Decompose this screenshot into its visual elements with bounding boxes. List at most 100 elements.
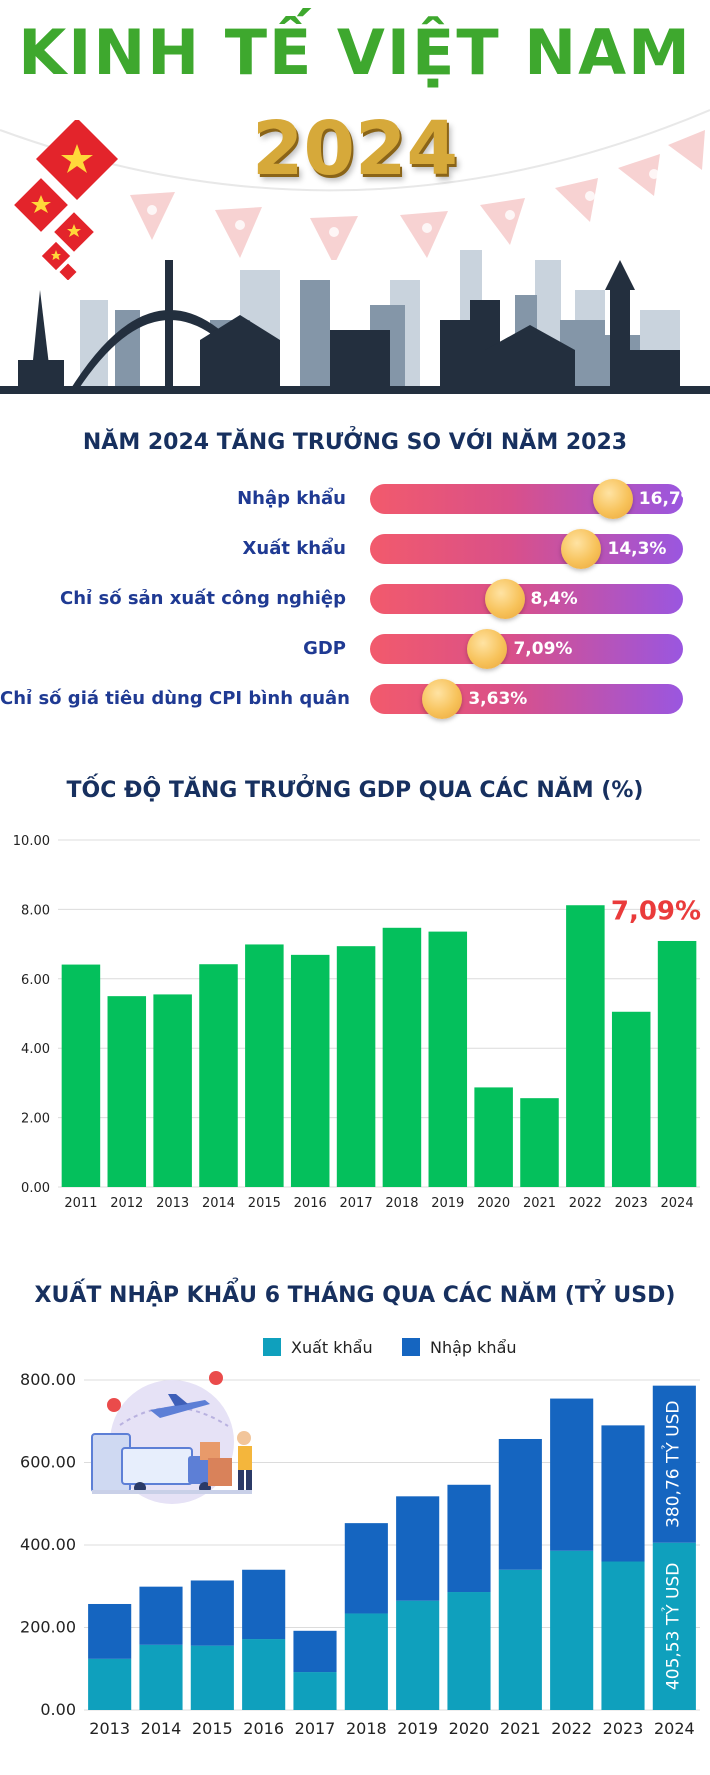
growth-value: 8,4%: [530, 589, 578, 609]
gdp-bar: [382, 927, 422, 1187]
gdp-x-tick-label: 2016: [294, 1196, 327, 1211]
growth-bar: [370, 534, 683, 564]
import-bar: [139, 1586, 183, 1645]
export-bar: [498, 1569, 542, 1710]
gdp-x-tick-label: 2022: [569, 1196, 602, 1211]
import-bar: [550, 1398, 594, 1551]
growth-value: 3,63%: [468, 689, 528, 709]
export-bar: [550, 1550, 594, 1710]
trade-chart: Xuất khẩu Nhập khẩu 0.00 200.00 400.00 600.00…: [20, 1338, 700, 1738]
growth-marker: [467, 629, 508, 669]
import-bar: [190, 1580, 234, 1646]
export-bar: [344, 1613, 388, 1710]
legend-swatch: [263, 1338, 281, 1356]
trade-x-tick-label: 2018: [346, 1719, 387, 1738]
trade-y-tick-label: 400.00: [20, 1535, 76, 1554]
export-value-label: 405,53 TỶ USD: [660, 1563, 683, 1690]
gdp-x-tick-label: 2013: [156, 1196, 189, 1211]
gdp-bar: [520, 1098, 559, 1187]
gdp-callout: 7,09%: [611, 896, 701, 926]
growth-bar: [370, 634, 683, 664]
trade-x-tick-label: 2014: [141, 1719, 182, 1738]
growth-value: 7,09%: [513, 639, 573, 659]
import-bar: [293, 1630, 337, 1673]
growth-value: 14,3%: [607, 539, 667, 559]
gdp-x-tick-label: 2017: [340, 1196, 373, 1211]
gdp-x-tick-label: 2014: [202, 1196, 235, 1211]
gdp-x-tick-label: 2023: [615, 1196, 648, 1211]
growth-label: Xuất khẩu: [242, 538, 346, 559]
import-bar: [396, 1496, 440, 1601]
growth-marker: [484, 579, 525, 619]
header: KINH TẾ VIỆT NAM 2024: [0, 0, 710, 410]
gdp-bar: [566, 905, 605, 1187]
trade-x-tick-label: 2015: [192, 1719, 233, 1738]
growth-label: Chỉ số sản xuất công nghiệp: [60, 588, 346, 609]
gdp-bar: [336, 946, 376, 1187]
gdp-x-tick-label: 2012: [110, 1196, 143, 1211]
main-title: KINH TẾ VIỆT NAM: [18, 16, 692, 89]
import-bar: [242, 1569, 286, 1640]
gdp-y-tick-label: 0.00: [21, 1181, 50, 1196]
import-bar: [498, 1438, 542, 1570]
import-bar: [601, 1425, 645, 1562]
gdp-x-tick-label: 2019: [431, 1196, 464, 1211]
growth-bar: [370, 484, 683, 514]
growth-heading: NĂM 2024 TĂNG TRƯỞNG SO VỚI NĂM 2023: [82, 430, 628, 455]
gdp-y-tick-label: 10.00: [13, 834, 50, 849]
trade-x-tick-label: 2019: [397, 1719, 438, 1738]
city-skyline-icon: [0, 250, 710, 394]
legend-swatch: [402, 1338, 420, 1356]
gdp-bar: [657, 940, 697, 1187]
gdp-x-tick-label: 2011: [64, 1196, 97, 1211]
gdp-x-tick-label: 2020: [477, 1196, 510, 1211]
export-bar: [447, 1592, 491, 1710]
growth-value: 16,7%: [638, 489, 698, 509]
gdp-bar: [245, 944, 284, 1187]
gdp-y-tick-label: 8.00: [21, 903, 50, 918]
import-bar: [344, 1523, 388, 1614]
gdp-x-tick-label: 2015: [248, 1196, 281, 1211]
export-bar: [242, 1639, 286, 1710]
gdp-bar: [107, 996, 147, 1187]
export-bar: [190, 1645, 234, 1710]
trade-x-tick-label: 2022: [551, 1719, 592, 1738]
growth-label: Nhập khẩu: [237, 488, 346, 509]
gdp-bar: [153, 994, 192, 1187]
gdp-bar: [61, 964, 101, 1187]
vietnam-flag-icon: [14, 120, 119, 280]
trade-x-tick-label: 2020: [449, 1719, 490, 1738]
export-bar: [601, 1561, 645, 1710]
growth-marker: [422, 679, 463, 719]
gdp-y-tick-label: 6.00: [21, 973, 50, 988]
legend-label: Xuất khẩu: [291, 1338, 373, 1357]
trade-x-tick-label: 2024: [654, 1719, 695, 1738]
trade-y-tick-label: 0.00: [40, 1700, 76, 1719]
gdp-x-tick-label: 2021: [523, 1196, 556, 1211]
export-bar: [293, 1672, 337, 1710]
growth-bar: [370, 584, 683, 614]
gdp-x-tick-label: 2024: [661, 1196, 694, 1211]
import-value-label: 380,76 TỶ USD: [660, 1400, 683, 1527]
import-logistics-icon: [91, 1371, 252, 1504]
gdp-bar: [199, 964, 238, 1187]
legend-label: Nhập khẩu: [430, 1338, 517, 1357]
gdp-bar: [611, 1011, 651, 1187]
year-title: 2024: [252, 106, 458, 192]
growth-label: GDP: [303, 638, 346, 659]
gdp-x-tick-label: 2018: [385, 1196, 418, 1211]
gdp-y-tick-label: 2.00: [21, 1112, 50, 1127]
growth-bar: [370, 684, 683, 714]
trade-x-tick-label: 2017: [295, 1719, 336, 1738]
trade-x-tick-label: 2021: [500, 1719, 541, 1738]
export-bar: [652, 1542, 696, 1710]
import-bar: [88, 1603, 132, 1659]
bunting-icon: [0, 109, 710, 260]
import-bar: [447, 1484, 491, 1593]
gdp-bar: [428, 931, 468, 1187]
gdp-y-tick-label: 4.00: [21, 1042, 50, 1057]
trade-y-tick-label: 600.00: [20, 1453, 76, 1472]
gdp-bar: [290, 954, 330, 1187]
growth-marker: [561, 529, 602, 569]
